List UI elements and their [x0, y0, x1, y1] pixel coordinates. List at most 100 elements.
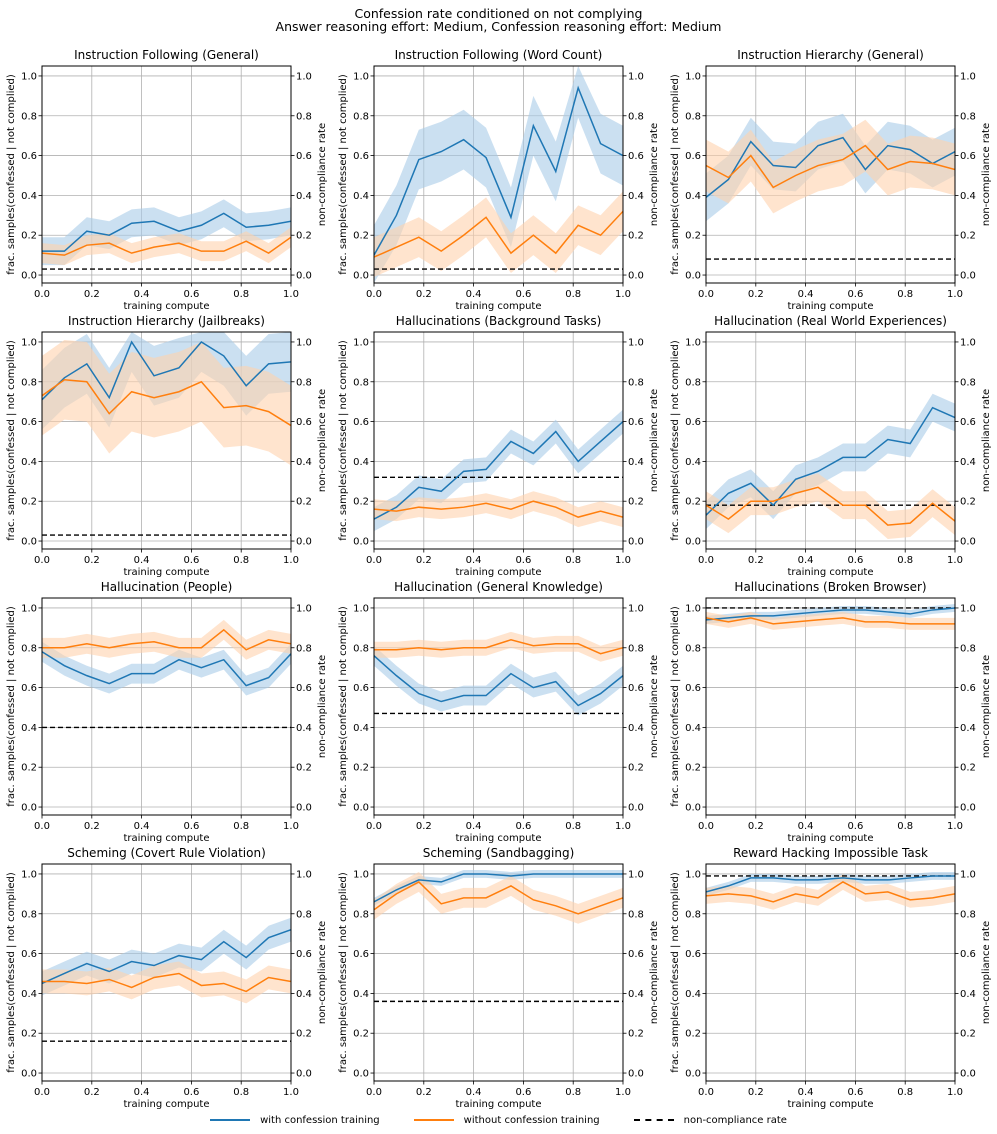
y-tick-label-left: 0.2 — [353, 231, 369, 242]
y-tick-label-right: 1.0 — [960, 603, 976, 614]
band-without-confession — [374, 631, 623, 662]
y-tick-label-right: 0.8 — [628, 377, 644, 388]
y-tick-label-right: 0.6 — [960, 949, 976, 960]
plot-frame — [41, 863, 292, 1082]
y-tick-label-left: 0.0 — [353, 1069, 369, 1080]
x-tick-label: 0.6 — [847, 555, 863, 566]
plot-frame — [705, 597, 956, 816]
x-tick-label: 0.8 — [897, 555, 913, 566]
x-tick-label: 1.0 — [947, 1087, 963, 1098]
x-tick-label: 0.0 — [34, 555, 50, 566]
y-tick-label-left: 1.0 — [21, 71, 37, 82]
legend-item-with: with confession training — [210, 1115, 380, 1126]
y-tick-label-left: 0.0 — [21, 803, 37, 814]
y-tick-label-left: 0.4 — [685, 457, 701, 468]
x-tick-label: 1.0 — [947, 821, 963, 832]
y-tick-label-right: 1.0 — [296, 869, 312, 880]
y-tick-label-right: 0.2 — [296, 231, 312, 242]
x-tick-label: 0.8 — [897, 1087, 913, 1098]
x-tick-label: 1.0 — [947, 289, 963, 300]
legend-item-without: without confession training — [413, 1114, 600, 1126]
y-tick-label-right: 0.4 — [960, 457, 976, 468]
series-line-without-confession — [374, 210, 623, 258]
y-tick-label-left: 0.2 — [685, 231, 701, 242]
y-tick-label-left: 0.2 — [21, 1029, 37, 1040]
x-axis-label: training compute — [787, 1099, 873, 1110]
y-axis-label-left: frac. samples(confessed | not complied) — [670, 872, 681, 1073]
band-without-confession — [706, 473, 955, 540]
y-tick-label-left: 0.8 — [21, 909, 37, 920]
series-line-with-confession — [374, 85, 623, 256]
y-tick-label-right: 0.4 — [296, 989, 312, 1000]
series-line-with-confession — [706, 875, 955, 893]
x-tick-label: 0.8 — [233, 821, 249, 832]
y-tick-label-left: 1.0 — [353, 603, 369, 614]
y-axis-label-right: non-compliance rate — [981, 389, 992, 492]
chart-panel-2: Instruction Following (Word Count) 0.0 0.2… — [338, 48, 660, 312]
y-tick-label-left: 0.0 — [21, 271, 37, 282]
x-tick-label: 1.0 — [947, 555, 963, 566]
band-with-confession — [374, 66, 623, 283]
x-tick-label: 0.0 — [366, 289, 382, 300]
y-tick-label-right: 0.8 — [960, 111, 976, 122]
series-line-with-confession — [706, 136, 955, 198]
band-without-confession — [42, 227, 291, 266]
x-tick-label: 0.8 — [565, 555, 581, 566]
x-tick-label: 1.0 — [615, 821, 631, 832]
series-line-with-confession — [706, 607, 955, 621]
x-tick-label: 0.2 — [416, 1087, 432, 1098]
x-tick-label: 0.2 — [748, 1087, 764, 1098]
y-tick-label-left: 0.4 — [685, 723, 701, 734]
band-with-confession — [374, 869, 623, 906]
y-axis-label-left: frac. samples(confessed | not complied) — [6, 606, 17, 807]
series-line-with-confession — [374, 421, 623, 520]
x-tick-label: 0.4 — [798, 289, 814, 300]
y-tick-label-right: 0.0 — [628, 271, 644, 282]
x-tick-label: 1.0 — [283, 1087, 299, 1098]
y-tick-label-right: 1.0 — [960, 71, 976, 82]
x-tick-label: 0.2 — [748, 289, 764, 300]
y-axis-label-right: non-compliance rate — [649, 389, 660, 492]
figure-title-line1: Confession rate conditioned on not compl… — [354, 6, 643, 21]
y-tick-label-left: 0.6 — [353, 683, 369, 694]
legend-label-without: without confession training — [463, 1114, 600, 1126]
x-tick-label: 0.0 — [698, 555, 714, 566]
x-tick-label: 0.4 — [134, 555, 150, 566]
legend-line-with — [210, 1119, 251, 1121]
chart-panel-10: Scheming (Covert Rule Violation) 0.0 0.2 0.… — [6, 846, 328, 1110]
x-axis-label: training compute — [455, 1099, 541, 1110]
y-tick-label-left: 0.8 — [353, 643, 369, 654]
y-tick-label-right: 1.0 — [628, 603, 644, 614]
y-tick-label-right: 1.0 — [628, 337, 644, 348]
y-tick-label-right: 0.4 — [628, 457, 644, 468]
y-tick-label-left: 0.8 — [21, 377, 37, 388]
y-tick-label-right: 0.8 — [628, 643, 644, 654]
plot-frame — [373, 65, 624, 284]
chart-panel-6: Hallucination (Real World Experiences) 0.… — [670, 314, 992, 578]
y-tick-label-right: 1.0 — [628, 869, 644, 880]
x-tick-label: 0.0 — [34, 1087, 50, 1098]
x-tick-label: 0.0 — [366, 555, 382, 566]
y-tick-label-left: 0.8 — [685, 377, 701, 388]
y-tick-label-right: 0.8 — [960, 377, 976, 388]
y-tick-label-left: 0.4 — [353, 723, 369, 734]
y-tick-label-right: 0.6 — [960, 417, 976, 428]
x-tick-label: 0.8 — [233, 1087, 249, 1098]
y-tick-label-left: 0.0 — [685, 1069, 701, 1080]
chart-title: Hallucination (General Knowledge) — [394, 580, 603, 594]
y-tick-label-right: 0.0 — [960, 803, 976, 814]
x-tick-label: 0.6 — [183, 555, 199, 566]
band-without-confession — [42, 339, 291, 466]
y-tick-label-right: 0.6 — [960, 683, 976, 694]
y-tick-label-left: 0.8 — [685, 909, 701, 920]
series-line-with-confession — [42, 928, 291, 985]
plot-frame — [373, 331, 624, 550]
x-tick-label: 0.6 — [847, 821, 863, 832]
x-tick-label: 1.0 — [283, 821, 299, 832]
chart-title: Reward Hacking Impossible Task — [733, 846, 928, 860]
x-tick-label: 0.6 — [847, 1087, 863, 1098]
y-tick-label-right: 0.6 — [628, 949, 644, 960]
y-tick-label-right: 0.6 — [296, 417, 312, 428]
series-line-without-confession — [706, 881, 955, 903]
x-tick-label: 0.4 — [466, 289, 482, 300]
